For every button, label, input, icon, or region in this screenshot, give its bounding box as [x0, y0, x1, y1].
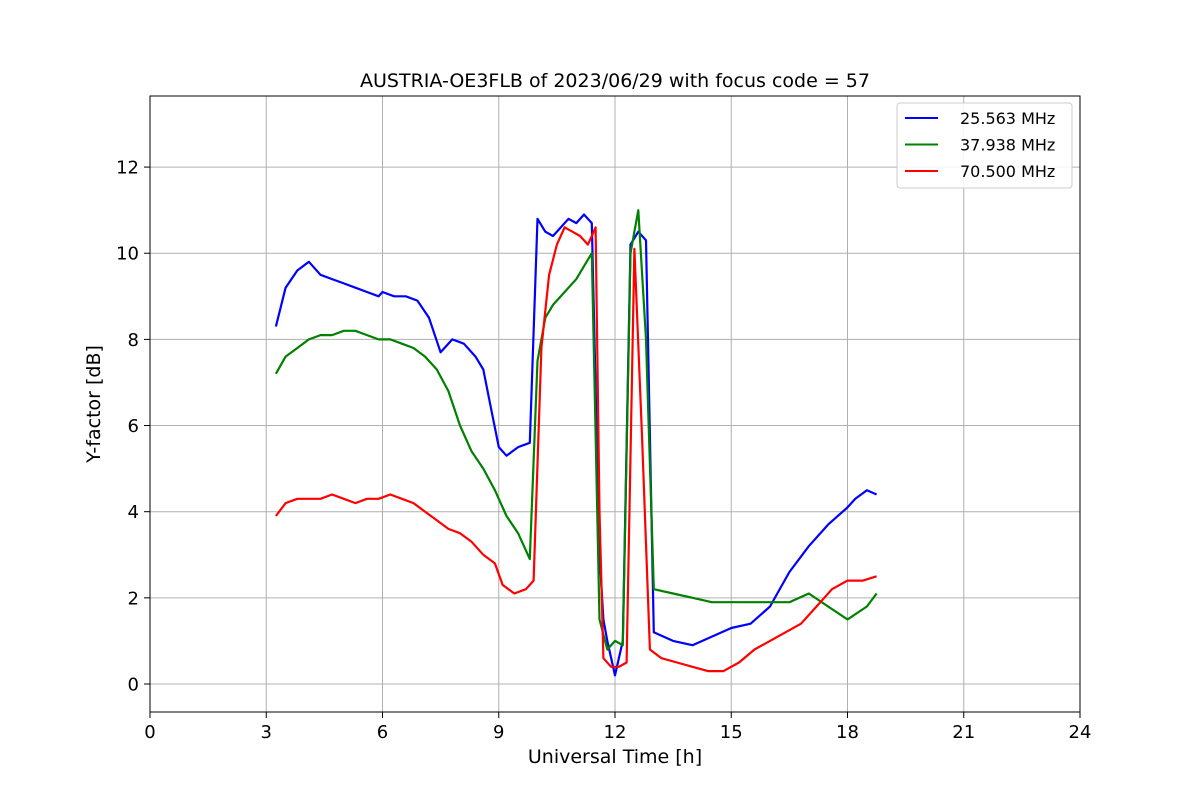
series-layer: [274, 209, 878, 677]
y-tick-label: 6: [128, 416, 139, 437]
x-tick-label: 9: [493, 722, 504, 743]
x-tick-label: 15: [720, 722, 743, 743]
x-tick-label: 18: [836, 722, 859, 743]
series-line-2: [274, 209, 878, 651]
legend-label: 25.563 MHz: [960, 109, 1055, 128]
legend-box: [896, 102, 1073, 189]
y-tick-label: 8: [128, 330, 139, 351]
series-line-3: [275, 226, 877, 673]
y-tick-label: 0: [128, 675, 139, 696]
x-tick-label: 12: [604, 722, 627, 743]
x-tick-label: 21: [952, 722, 975, 743]
legend-label: 70.500 MHz: [960, 162, 1055, 181]
x-tick-label: 3: [261, 722, 272, 743]
x-tick-label: 0: [144, 722, 155, 743]
y-axis-label: Y-factor [dB]: [83, 345, 105, 464]
x-tick-label: 6: [377, 722, 388, 743]
x-axis-label: Universal Time [h]: [528, 746, 702, 768]
legend-label: 37.938 MHz: [960, 136, 1055, 155]
legend: 25.563 MHz 37.938 MHz 70.500 MHz: [896, 102, 1073, 189]
x-tick-label: 24: [1069, 722, 1092, 743]
y-tick-label: 4: [128, 502, 139, 523]
series-line-1: [274, 213, 878, 677]
y-tick-label: 10: [116, 244, 139, 265]
y-tick-label: 2: [128, 588, 139, 609]
legend-entries: 25.563 MHz 37.938 MHz 70.500 MHz: [905, 109, 1055, 181]
chart-title: AUSTRIA-OE3FLB of 2023/06/29 with focus …: [360, 70, 870, 92]
y-tick-label: 12: [116, 158, 139, 179]
